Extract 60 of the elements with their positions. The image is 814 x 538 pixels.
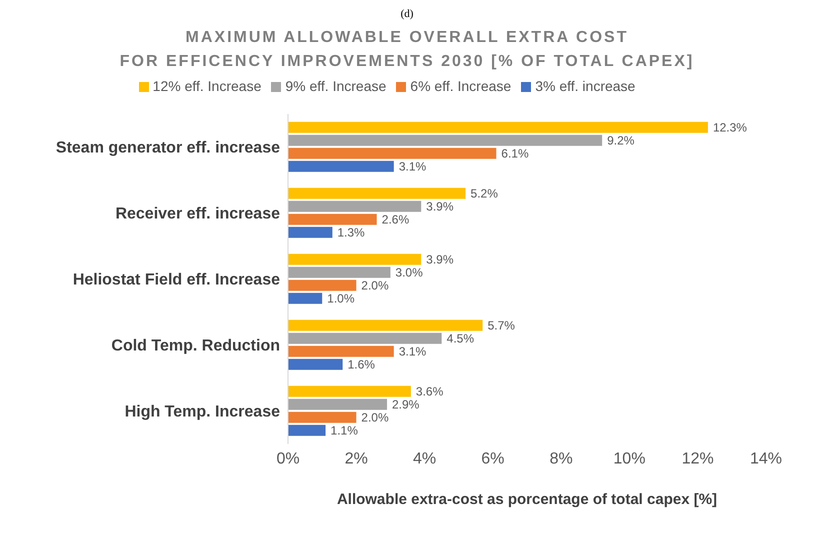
legend-label: 6% eff. Increase bbox=[410, 78, 512, 94]
bar bbox=[288, 358, 343, 370]
data-label: 1.6% bbox=[348, 358, 376, 372]
data-label: 12.3% bbox=[712, 120, 748, 135]
chart-title: MAXIMUM ALLOWABLE OVERALL EXTRA COST FOR EFFICENCY IMPROVEMENTS 2030 [% OF TOTAL CAPEX] bbox=[118, 28, 696, 72]
bar bbox=[288, 254, 422, 265]
bar bbox=[288, 266, 390, 278]
data-label: 9.2% bbox=[607, 134, 635, 148]
bar bbox=[288, 122, 708, 133]
x-tick-label: 0% bbox=[276, 450, 300, 468]
data-label: 3.9% bbox=[426, 252, 454, 267]
data-label: 3.1% bbox=[398, 344, 427, 359]
bar bbox=[288, 424, 326, 436]
bar bbox=[288, 134, 602, 146]
y-tick-label: High Temp. Increase bbox=[124, 404, 280, 421]
data-label: 2.6% bbox=[382, 212, 410, 227]
y-tick-label: Heliostat Field eff. Increase bbox=[72, 272, 280, 289]
x-axis-title: Allowable extra-cost as porcentage of total capex [%] bbox=[336, 491, 718, 508]
bar bbox=[288, 398, 388, 410]
bar bbox=[288, 214, 377, 225]
data-label: 4.5% bbox=[446, 332, 474, 346]
x-tick-label: 14% bbox=[750, 450, 782, 468]
data-label: 1.1% bbox=[330, 424, 358, 438]
legend-label: 12% eff. Increase bbox=[152, 78, 262, 94]
data-label: 1.3% bbox=[337, 226, 366, 240]
bar bbox=[288, 148, 496, 159]
bar bbox=[288, 160, 394, 172]
x-tick-label: 10% bbox=[613, 450, 646, 468]
bar bbox=[288, 346, 394, 357]
legend-label: 9% eff. Increase bbox=[285, 78, 386, 94]
data-label: 5.2% bbox=[470, 186, 498, 201]
data-label: 3.0% bbox=[395, 266, 424, 280]
bar bbox=[288, 386, 411, 397]
data-label: 2.9% bbox=[392, 398, 420, 412]
x-tick-label: 2% bbox=[344, 450, 368, 468]
bar bbox=[288, 292, 322, 304]
bar bbox=[288, 280, 356, 291]
data-label: 1.0% bbox=[327, 292, 355, 306]
bar bbox=[288, 320, 483, 331]
data-label: 3.6% bbox=[416, 384, 444, 399]
legend-label: 3% eff. increase bbox=[535, 78, 636, 94]
bar bbox=[288, 226, 332, 238]
data-label: 2.0% bbox=[361, 410, 389, 425]
data-label: 2.0% bbox=[361, 278, 389, 293]
x-tick-label: 4% bbox=[413, 450, 436, 468]
y-tick-label: Steam generator eff. increase bbox=[56, 140, 280, 157]
text: (d) bbox=[400, 8, 414, 20]
bar bbox=[288, 200, 422, 212]
x-tick-label: 6% bbox=[481, 450, 504, 468]
y-tick-label: Receiver eff. increase bbox=[115, 206, 280, 223]
bar bbox=[288, 412, 356, 423]
bar bbox=[288, 332, 442, 344]
x-tick-label: 12% bbox=[682, 450, 714, 468]
bar bbox=[288, 188, 466, 199]
data-label: 3.1% bbox=[398, 160, 427, 174]
data-label: 5.7% bbox=[488, 318, 516, 333]
data-label: 3.9% bbox=[426, 200, 454, 214]
data-label: 6.1% bbox=[501, 146, 529, 161]
x-tick-label: 8% bbox=[550, 450, 573, 468]
y-tick-label: Cold Temp. Reduction bbox=[111, 338, 280, 355]
